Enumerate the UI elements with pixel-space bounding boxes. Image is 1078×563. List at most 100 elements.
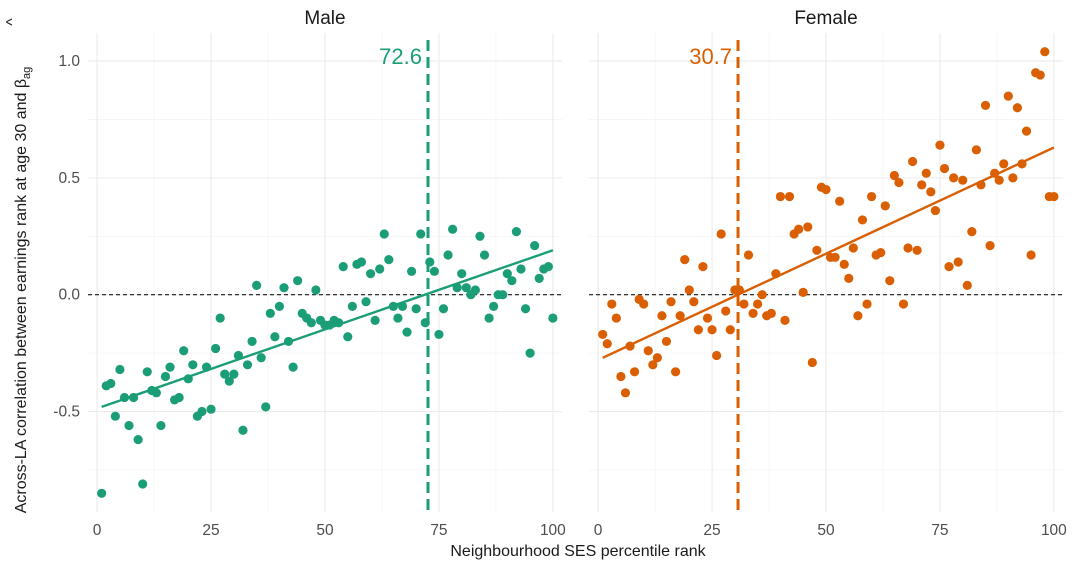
data-point	[242, 360, 253, 370]
data-point	[839, 259, 849, 269]
data-point	[160, 371, 171, 382]
y-axis-title-beta-symbol: β	[13, 79, 30, 88]
data-point	[812, 245, 822, 255]
data-point	[548, 313, 558, 323]
data-point	[1021, 126, 1032, 136]
data-point	[197, 406, 207, 417]
data-point	[725, 325, 735, 335]
panel-female: Female 0 25 50 75 100 30.7	[589, 8, 1067, 539]
data-point	[999, 159, 1009, 169]
data-point	[661, 336, 672, 347]
data-point	[543, 262, 553, 272]
data-point	[784, 191, 795, 202]
data-point	[853, 311, 863, 321]
cutoff-label: 72.6	[379, 44, 422, 69]
data-point	[484, 313, 494, 323]
fit-line	[602, 146, 1055, 359]
x-tick-label: 50	[316, 522, 334, 539]
data-point	[511, 227, 522, 237]
data-point	[311, 285, 321, 295]
data-point	[379, 229, 389, 239]
x-tick-label: 25	[703, 522, 720, 539]
y-axis-title: Across-LA correlation between earnings r…	[13, 67, 33, 514]
x-tick-label: 25	[202, 522, 219, 539]
data-point	[448, 224, 458, 234]
data-point	[429, 266, 439, 276]
data-point	[156, 420, 166, 431]
data-point	[211, 343, 221, 354]
x-tick-label: 75	[430, 522, 447, 539]
data-point	[693, 325, 703, 335]
data-point	[110, 411, 120, 421]
beta-hat-accent: ^	[4, 18, 21, 26]
data-point	[953, 257, 963, 267]
data-point	[293, 276, 303, 286]
data-point	[252, 280, 262, 290]
panel-title: Male	[304, 8, 345, 29]
data-point	[757, 290, 767, 300]
data-point	[434, 329, 444, 340]
data-point	[224, 376, 234, 386]
data-point	[261, 402, 271, 412]
data-point	[748, 308, 758, 318]
data-point	[265, 308, 275, 318]
data-point	[880, 201, 890, 211]
data-point	[949, 173, 959, 183]
data-point	[520, 304, 531, 314]
y-tick-label: 0.5	[58, 170, 80, 187]
data-point	[739, 299, 749, 309]
y-axis-title-text: Across-LA correlation between earnings r…	[13, 88, 30, 513]
data-point	[274, 301, 285, 311]
data-point	[907, 156, 918, 167]
data-point	[356, 257, 367, 267]
data-point	[803, 222, 813, 232]
data-point	[365, 269, 376, 279]
data-point	[461, 283, 471, 293]
data-point	[903, 243, 913, 253]
data-point	[115, 364, 125, 375]
data-point	[652, 353, 662, 363]
data-point	[702, 313, 713, 323]
data-point	[921, 168, 931, 178]
data-point	[985, 241, 995, 251]
data-point	[502, 269, 512, 279]
data-point	[848, 243, 858, 253]
data-point	[611, 313, 621, 323]
data-point	[962, 280, 972, 290]
data-point	[411, 304, 421, 314]
data-point	[215, 313, 225, 323]
data-point	[894, 177, 904, 188]
data-point	[675, 311, 685, 321]
data-point	[616, 371, 626, 382]
data-point	[370, 315, 380, 325]
data-point	[698, 262, 708, 272]
data-point	[944, 262, 954, 272]
data-point	[780, 315, 790, 325]
data-point	[438, 304, 449, 314]
data-point	[1012, 103, 1023, 113]
x-tick-label: 75	[931, 522, 948, 539]
x-tick-label: 0	[594, 522, 603, 539]
data-point	[994, 175, 1004, 185]
data-point	[821, 184, 831, 195]
data-point	[1026, 250, 1036, 260]
data-point	[794, 224, 804, 234]
data-point	[475, 231, 485, 241]
data-point	[470, 285, 481, 295]
data-point	[393, 313, 403, 323]
fit-line	[101, 249, 554, 408]
data-point	[830, 252, 840, 262]
y-axis: -0.5 0.0 0.5 1.0	[53, 53, 80, 420]
data-point	[133, 434, 143, 445]
data-point	[489, 301, 499, 311]
data-point	[343, 332, 353, 342]
data-point	[712, 350, 722, 361]
data-point	[629, 367, 640, 377]
data-point	[889, 170, 899, 181]
data-point	[939, 163, 950, 174]
data-point	[743, 250, 754, 260]
data-point	[844, 273, 854, 283]
data-point	[479, 250, 490, 260]
panel-title: Female	[794, 8, 857, 29]
